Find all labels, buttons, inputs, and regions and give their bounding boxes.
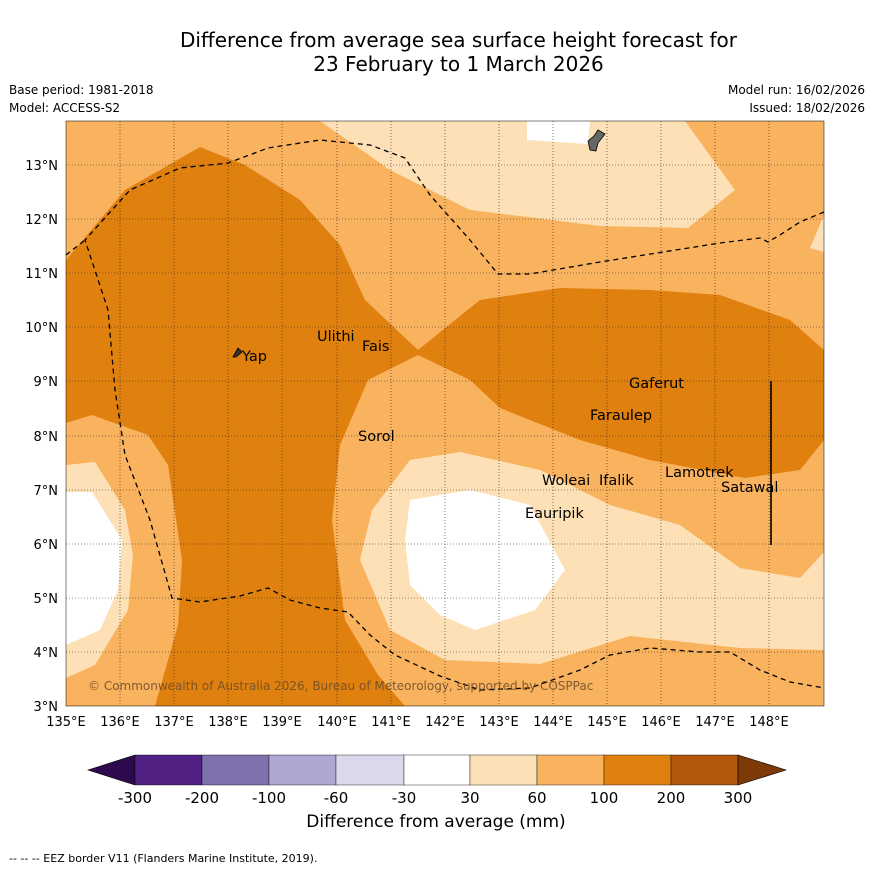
contour-30-60-north: [320, 121, 735, 228]
label-satawal: Satawal: [721, 480, 778, 496]
colorbar-bin: [134, 754, 203, 786]
model-name: Model: ACCESS-S2: [9, 101, 121, 115]
lat-tick: 7°N: [34, 484, 59, 499]
colorbar-bin: [403, 754, 471, 786]
lat-tick: 4°N: [34, 646, 59, 661]
colorbar-bin: [670, 754, 739, 786]
model-run: Model run: 16/02/2026: [727, 83, 865, 97]
base-period: Base period: 1981-2018: [9, 83, 154, 97]
meta-right: Model run: 16/02/2026 Issued: 18/02/2026: [728, 81, 865, 117]
colorbar-tick: 100: [590, 789, 619, 807]
lon-tick: 145°E: [587, 715, 627, 730]
lon-tick: 139°E: [262, 715, 302, 730]
colorbar-bin: [469, 754, 538, 786]
colorbar-tick: 60: [527, 789, 546, 807]
place-labels: Yap Ulithi Fais Sorol Gaferut Faraulep W…: [241, 329, 778, 522]
copyright-text: © Commonwealth of Australia 2026, Bureau…: [88, 679, 593, 693]
eez-legend-note: -- -- -- EEZ border V11 (Flanders Marine…: [9, 852, 318, 865]
colorbar-bin: [335, 754, 405, 786]
label-gaferut: Gaferut: [629, 376, 684, 392]
lat-tick: 6°N: [34, 538, 59, 553]
meta-left: Base period: 1981-2018 Model: ACCESS-S2: [9, 81, 154, 117]
yap-land-icon: [232, 347, 243, 358]
lat-tick-labels: 3°N 4°N 5°N 6°N 7°N 8°N 9°N 10°N 11°N 12…: [25, 159, 58, 715]
colorbar-bin: [536, 754, 605, 786]
colorbar-tick: 30: [460, 789, 479, 807]
grid: [66, 121, 824, 706]
label-faraulep: Faraulep: [590, 408, 652, 424]
colorbar-tick: -30: [392, 789, 417, 807]
label-lamotrek: Lamotrek: [665, 465, 734, 481]
lon-tick-labels: 135°E 136°E 137°E 138°E 139°E 140°E 141°…: [46, 715, 789, 730]
lon-tick: 136°E: [100, 715, 140, 730]
lon-tick: 141°E: [371, 715, 411, 730]
colorbar: -300 -200 -100 -60 -30 30 60 100 200 300: [87, 754, 788, 807]
colorbar-title: Difference from average (mm): [306, 812, 566, 832]
label-ifalik: Ifalik: [599, 473, 634, 489]
lon-tick: 146°E: [641, 715, 681, 730]
label-ulithi: Ulithi: [317, 329, 355, 345]
lat-tick: 3°N: [34, 700, 59, 715]
colorbar-tick: -200: [185, 789, 219, 807]
map-plot: [66, 121, 824, 706]
lon-tick: 143°E: [479, 715, 519, 730]
label-sorol: Sorol: [358, 429, 395, 445]
lon-tick: 140°E: [317, 715, 357, 730]
lat-tick: 11°N: [25, 267, 58, 282]
colorbar-ticks: -300 -200 -100 -60 -30 30 60 100 200 300: [118, 789, 752, 807]
colorbar-tick: -100: [252, 789, 286, 807]
lat-tick: 10°N: [25, 321, 58, 336]
lon-tick: 135°E: [46, 715, 86, 730]
colorbar-extend-low: [87, 754, 136, 786]
lon-tick: 137°E: [154, 715, 194, 730]
colorbar-tick: -60: [324, 789, 349, 807]
lon-tick: 144°E: [533, 715, 573, 730]
contour-30-60-ne: [810, 215, 824, 252]
colorbar-bin: [268, 754, 337, 786]
colorbar-tick: 300: [724, 789, 753, 807]
colorbar-tick: -300: [118, 789, 152, 807]
lat-tick: 5°N: [34, 592, 59, 607]
colorbar-bin: [201, 754, 270, 786]
colorbar-tick: 200: [657, 789, 686, 807]
label-fais: Fais: [362, 339, 389, 355]
label-yap: Yap: [241, 349, 267, 365]
guam-land-icon: [587, 129, 606, 152]
title-line-2: 23 February to 1 March 2026: [313, 52, 604, 76]
eez-border: [84, 139, 825, 691]
lon-tick: 138°E: [208, 715, 248, 730]
lat-tick: 13°N: [25, 159, 58, 174]
contour-100-200: [66, 147, 824, 706]
contour-white-north: [527, 121, 590, 144]
colorbar-bin: [603, 754, 672, 786]
lon-tick: 142°E: [425, 715, 465, 730]
lat-tick: 12°N: [25, 213, 58, 228]
lon-tick: 147°E: [695, 715, 735, 730]
contour-white-west: [66, 492, 122, 645]
lon-tick: 148°E: [749, 715, 789, 730]
map-frame: [65, 120, 825, 707]
title-line-1: Difference from average sea surface heig…: [179, 28, 738, 52]
label-eauripik: Eauripik: [525, 506, 584, 522]
eez-border-west: [65, 239, 86, 256]
label-woleai: Woleai: [542, 473, 590, 489]
lat-tick: 8°N: [34, 430, 59, 445]
issued-date: Issued: 18/02/2026: [749, 101, 865, 115]
map-title: Difference from average sea surface heig…: [0, 28, 873, 76]
colorbar-extend-high: [737, 754, 788, 786]
lat-tick: 9°N: [34, 375, 59, 390]
